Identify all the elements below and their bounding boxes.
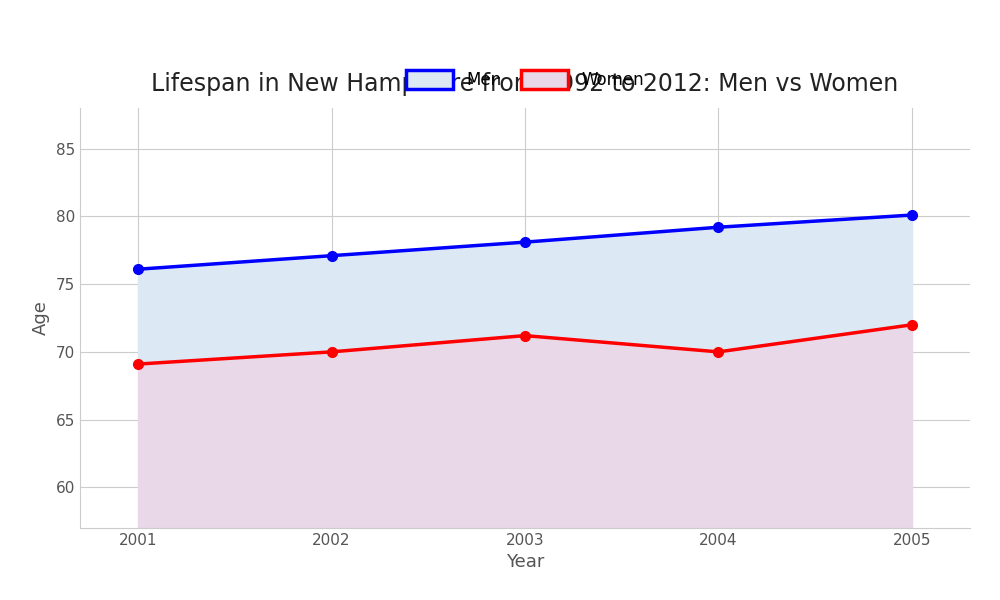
Y-axis label: Age: Age	[32, 301, 50, 335]
Women	[132, 361, 144, 368]
Women	[906, 321, 918, 328]
Men	[712, 224, 724, 231]
Men	[906, 211, 918, 218]
Men	[326, 252, 338, 259]
Women	[326, 348, 338, 355]
Line: Women: Women	[133, 320, 917, 369]
X-axis label: Year: Year	[506, 553, 544, 571]
Men	[132, 266, 144, 273]
Women	[712, 348, 724, 355]
Women	[519, 332, 531, 339]
Line: Men: Men	[133, 210, 917, 274]
Men	[519, 239, 531, 246]
Title: Lifespan in New Hampshire from 1992 to 2012: Men vs Women: Lifespan in New Hampshire from 1992 to 2…	[151, 73, 899, 97]
Legend: Men, Women: Men, Women	[398, 62, 652, 98]
